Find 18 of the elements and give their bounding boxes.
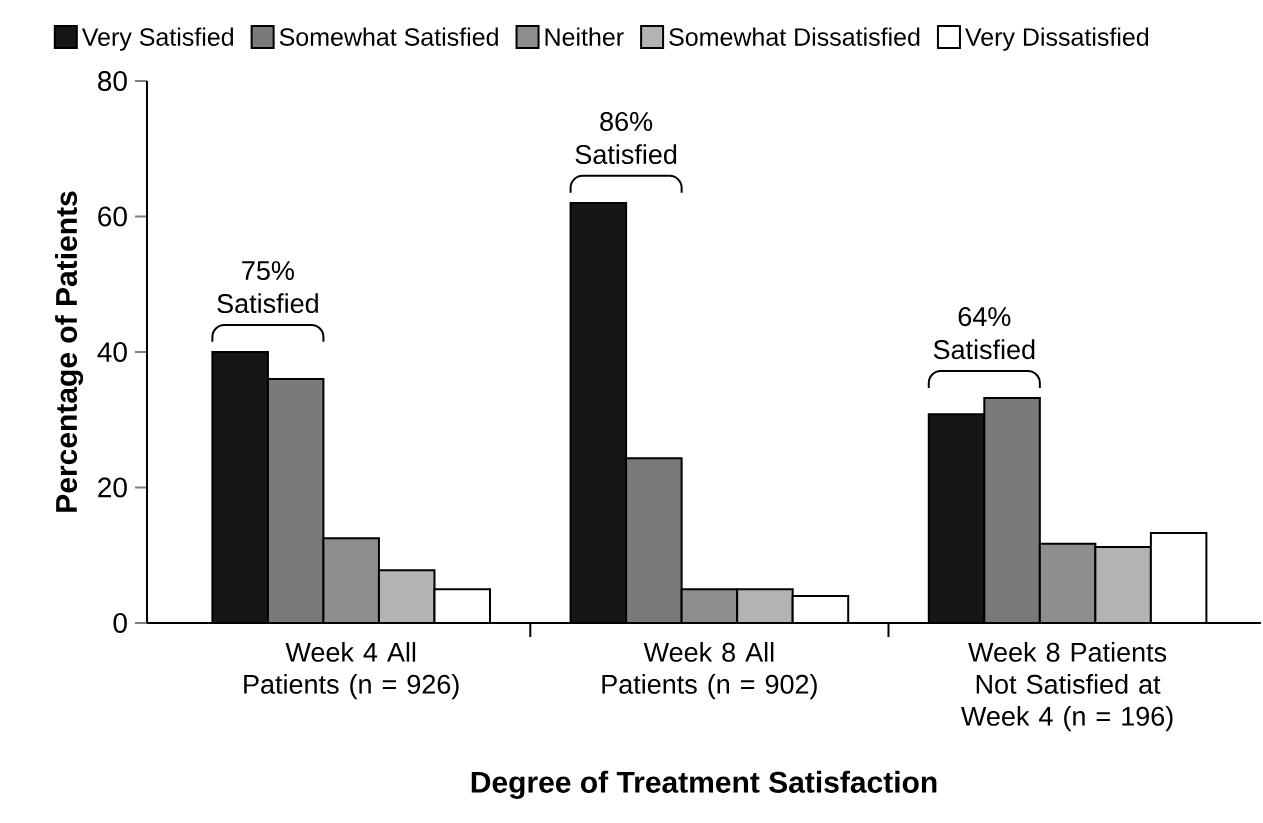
legend-label: Very Satisfied bbox=[81, 27, 233, 51]
legend-label: Somewhat Satisfied bbox=[279, 27, 498, 46]
x-tick-label: Week 8 All Patients (n = 902) bbox=[602, 642, 817, 700]
y-axis-title: Percentage of Patients bbox=[55, 191, 84, 512]
y-tick-label: 0 bbox=[113, 613, 127, 633]
x-tick-label: Week 8 Patients Not Satisfied at Week 4 (n = 196) bbox=[961, 642, 1173, 732]
x-axis-title: Degree of Treatment Satisfaction bbox=[471, 770, 937, 799]
legend-label: Neither bbox=[545, 27, 624, 46]
y-tick-label: 60 bbox=[98, 206, 127, 227]
annotation: 75% Satisfied bbox=[217, 261, 318, 314]
legend-label: Very Dissatisfied bbox=[965, 27, 1149, 51]
x-tick-label: Week 4 All Patients (n = 926) bbox=[244, 642, 459, 700]
annotation: 64% Satisfied bbox=[933, 307, 1035, 360]
y-tick-label: 80 bbox=[98, 71, 127, 91]
legend-label: Somewhat Dissatisfied bbox=[669, 27, 920, 46]
y-tick-label: 40 bbox=[97, 342, 127, 362]
y-tick-label: 20 bbox=[98, 477, 127, 498]
annotation: 86% Satisfied bbox=[575, 111, 677, 165]
